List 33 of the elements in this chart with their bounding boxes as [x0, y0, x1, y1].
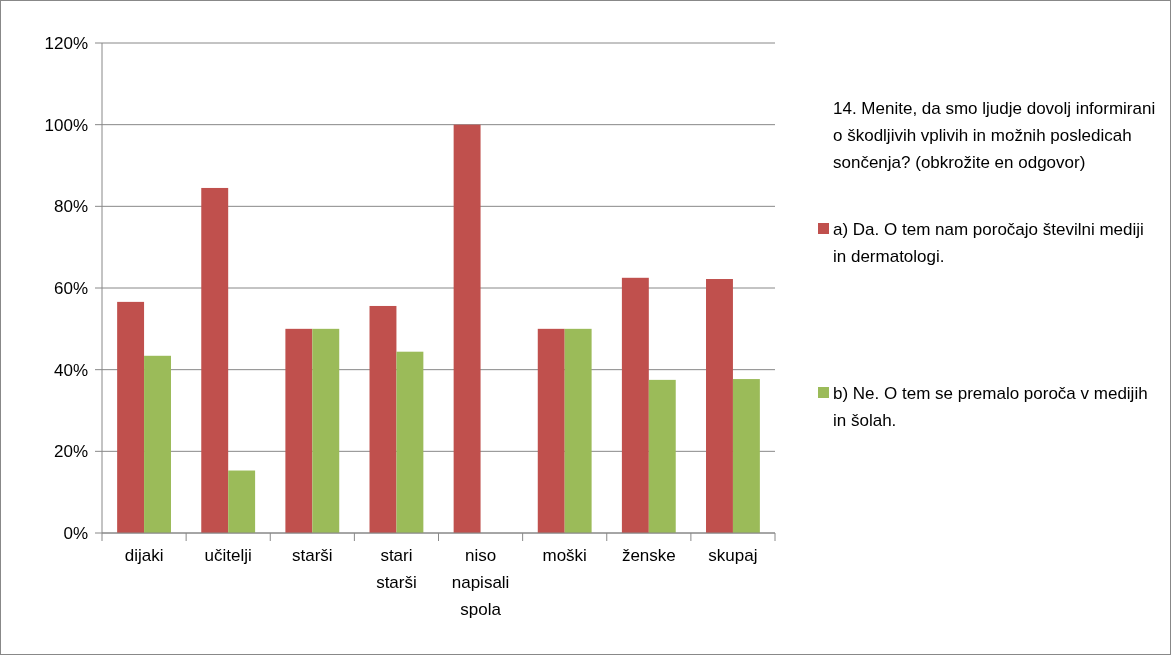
x-tick-label: dijaki — [124, 546, 164, 565]
bar — [706, 279, 733, 533]
y-tick-label: 20% — [53, 442, 88, 462]
legend-label: a) Da. O tem nam poročajo številni mediji in dermatologi. — [833, 220, 1144, 266]
bar — [117, 301, 145, 533]
x-tick-label: stari starši — [376, 546, 417, 592]
y-tick-label: 120% — [44, 33, 88, 53]
bar — [312, 328, 340, 533]
x-tick-label: skupaj — [708, 546, 758, 565]
bar — [228, 470, 256, 533]
bar — [648, 379, 676, 533]
x-tick-label: moški — [542, 546, 587, 565]
bar — [732, 379, 760, 533]
bar — [396, 351, 424, 533]
x-tick-label: učitelji — [204, 546, 252, 565]
y-tick-label: 0% — [63, 523, 88, 543]
legend-title: 14. Menite, da smo ljudje dovolj informirani o škodljivih vplivih in možnih posledicah sončenja? (obkrožite en odgovor) — [833, 99, 1156, 172]
y-tick-label: 60% — [53, 278, 88, 298]
bar — [564, 328, 592, 533]
x-tick-label: niso napisali spola — [451, 546, 510, 619]
bar — [369, 305, 397, 533]
bar — [537, 328, 565, 533]
y-tick-label: 80% — [53, 197, 88, 217]
bar — [144, 355, 171, 533]
y-tick-label: 100% — [44, 115, 88, 135]
bar — [285, 328, 313, 533]
legend-label: b) Ne. O tem se premalo poroča v medijih in šolah. — [833, 384, 1148, 430]
x-tick-label: ženske — [621, 546, 676, 565]
bar — [201, 187, 229, 533]
x-tick-label: starši — [292, 546, 333, 565]
bar — [621, 277, 649, 533]
y-tick-label: 40% — [53, 360, 88, 380]
bar — [453, 124, 481, 533]
